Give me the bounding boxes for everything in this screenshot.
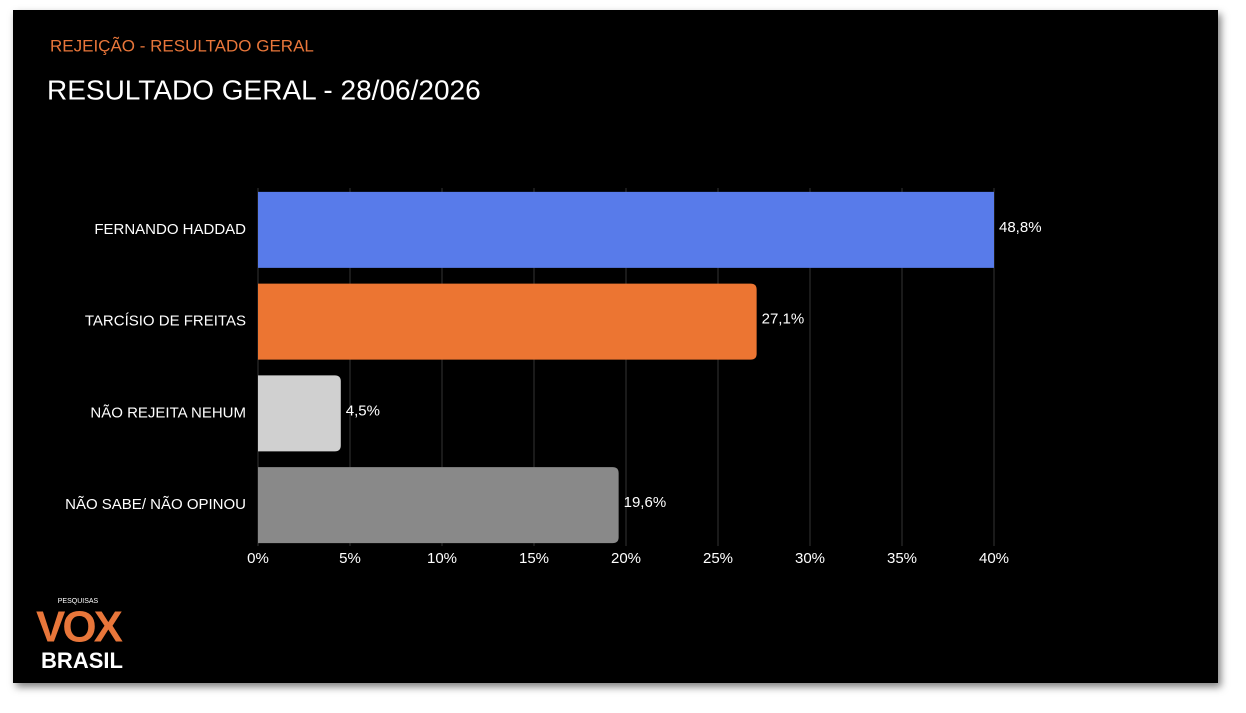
bar — [258, 283, 757, 360]
x-tick-label: 15% — [519, 550, 549, 567]
y-tick-label: NÃO SABE/ NÃO OPINOU — [65, 496, 246, 513]
y-tick-label: NÃO REJEITA NEHUM — [90, 404, 246, 421]
bars — [258, 191, 994, 544]
x-tick-label: 40% — [979, 550, 1009, 567]
x-tick-label: 20% — [611, 550, 641, 567]
x-tick-label: 35% — [887, 550, 917, 567]
bar — [258, 191, 994, 268]
bar — [258, 375, 341, 452]
logo-main: VOX — [36, 603, 123, 652]
bar — [258, 467, 619, 544]
value-label: 48,8% — [999, 219, 1042, 236]
y-tick-label: FERNANDO HADDAD — [94, 221, 246, 238]
x-tick-label: 25% — [703, 550, 733, 567]
x-tick-label: 0% — [247, 550, 269, 567]
value-label: 19,6% — [624, 494, 667, 511]
chart-title: RESULTADO GERAL - 28/06/2026 — [47, 74, 481, 105]
value-label: 27,1% — [762, 311, 805, 328]
logo: PESQUISAS VOX BRASIL — [36, 598, 126, 673]
chart-subtitle: REJEIÇÃO - RESULTADO GERAL — [50, 36, 314, 55]
logo-top: PESQUISAS — [58, 598, 99, 605]
logo-bottom: BRASIL — [41, 648, 123, 673]
x-tick-label: 10% — [427, 550, 457, 567]
x-tick-label: 5% — [339, 550, 361, 567]
y-tick-label: TARCÍSIO DE FREITAS — [85, 313, 246, 330]
value-label: 4,5% — [346, 402, 380, 419]
x-tick-label: 30% — [795, 550, 825, 567]
